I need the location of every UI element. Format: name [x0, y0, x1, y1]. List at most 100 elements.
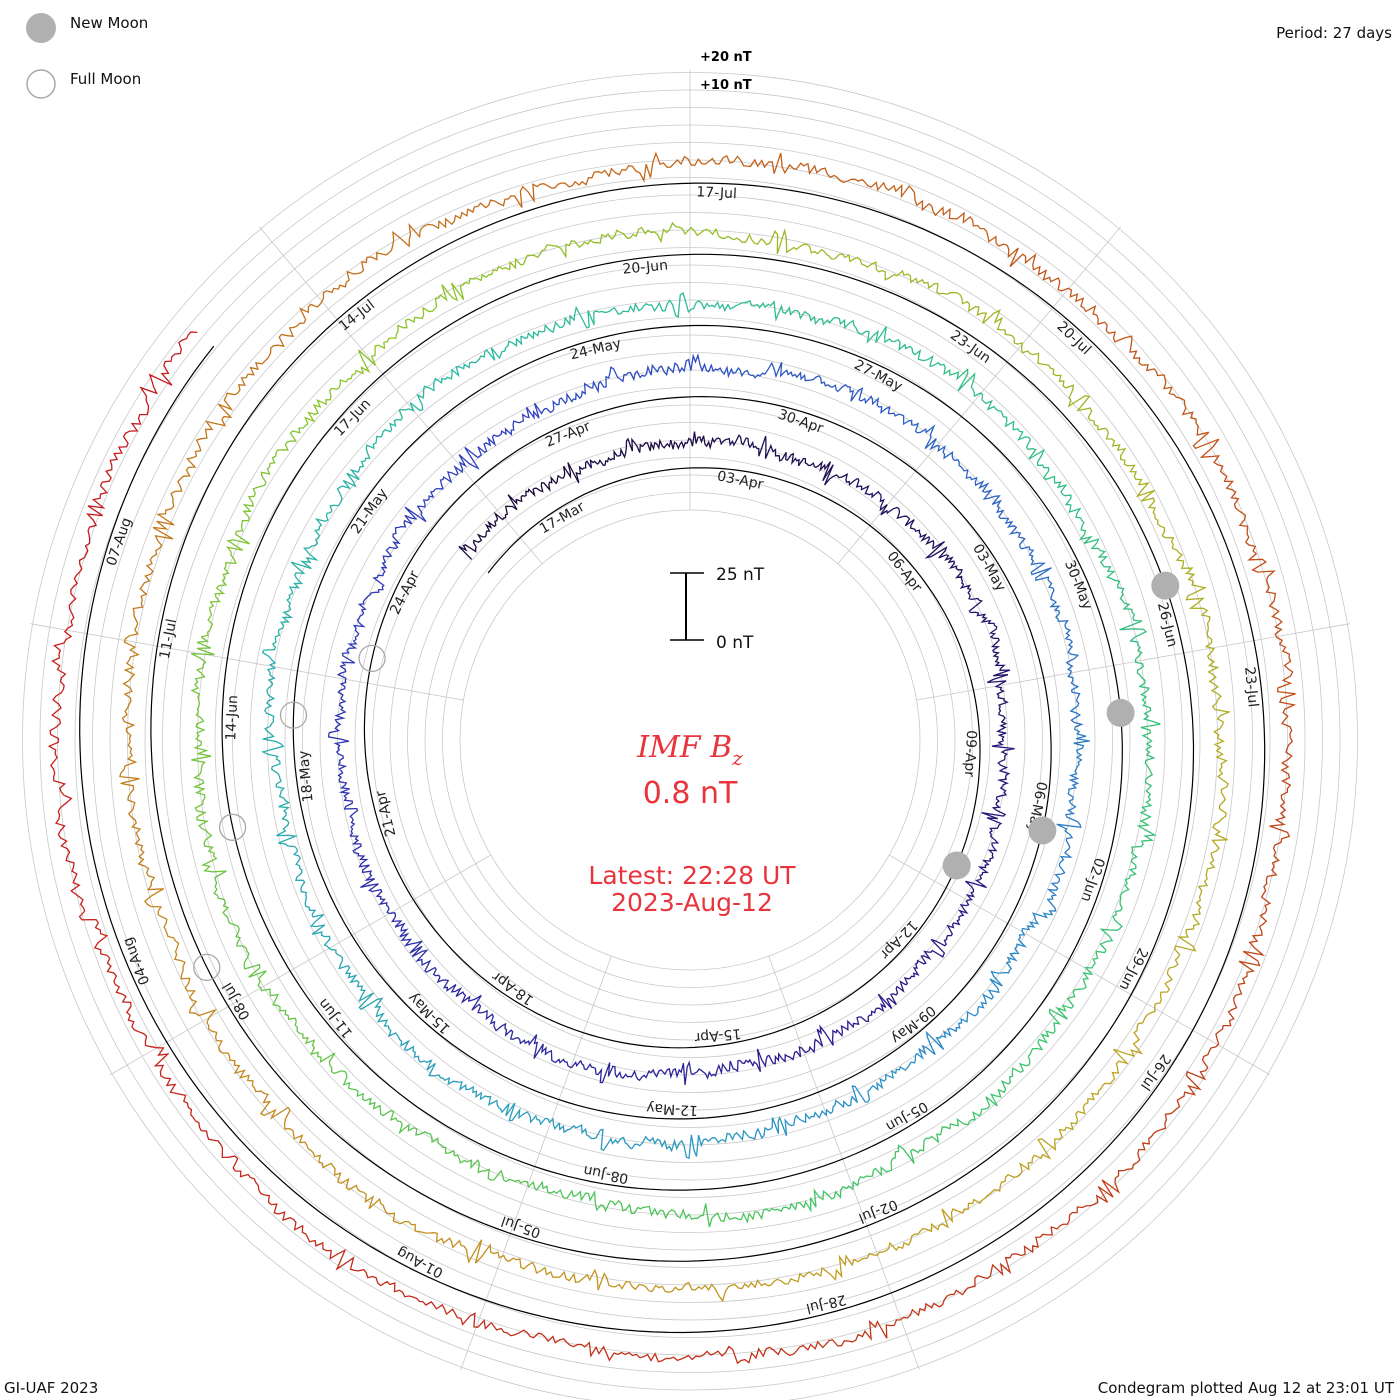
ring-label-plus20: +20 nT — [700, 50, 752, 65]
trace-segment — [387, 1025, 560, 1130]
new-moon-marker — [1151, 571, 1180, 600]
trace-segment — [578, 431, 717, 475]
spoke — [837, 226, 1122, 565]
trace-segment — [359, 335, 523, 468]
trace-segment — [328, 665, 359, 837]
trace-segment — [283, 1124, 514, 1264]
trace-segment — [1006, 245, 1220, 450]
date-label: 15-May — [405, 989, 454, 1036]
trace-segment — [247, 208, 469, 376]
full-moon-icon — [26, 69, 56, 99]
footer-credit: GI-UAF 2023 — [4, 1379, 98, 1397]
trace-segment — [580, 1059, 741, 1085]
date-label: 28-Jul — [805, 1291, 848, 1316]
trace-segment — [436, 976, 582, 1069]
trace-segment — [1028, 546, 1084, 728]
trace-segment — [263, 466, 361, 651]
date-label: 26-Jun — [1154, 601, 1180, 649]
trace-segment — [1078, 517, 1161, 725]
spoke — [109, 854, 492, 1076]
trace-segment — [739, 993, 887, 1072]
trace-segment — [144, 888, 291, 1125]
trace-segment — [467, 151, 742, 214]
new-moon-marker — [1106, 698, 1135, 727]
date-label: 20-Jun — [622, 258, 669, 278]
trace-segment — [535, 1180, 765, 1228]
full-moon-marker — [193, 953, 221, 982]
trace-segment — [733, 227, 971, 305]
trace-segment — [416, 402, 553, 522]
trace-segment — [774, 1173, 1015, 1285]
trace-segment — [918, 912, 1053, 1056]
title-imf-main: IMF B — [636, 730, 732, 765]
trace-segment — [493, 221, 734, 272]
trace-segment — [1014, 970, 1174, 1179]
trace-segment — [785, 1226, 1054, 1357]
bz-trace — [47, 151, 1297, 1365]
date-label: 04-Aug — [120, 935, 153, 987]
trace-segment — [721, 361, 900, 417]
trace-segment — [1135, 482, 1232, 723]
trace-segment — [551, 353, 723, 412]
trace-segment — [201, 423, 309, 638]
trace-segment — [1099, 723, 1161, 942]
current-value: 0.8 nT — [643, 776, 738, 811]
date-label: 17-Jul — [696, 184, 737, 202]
date-label: 03-Apr — [716, 468, 765, 493]
date-label: 24-Apr — [387, 568, 423, 617]
scale-bar-top-label: 25 nT — [716, 565, 765, 585]
date-label: 30-May — [1061, 558, 1095, 612]
new-moon-label: New Moon — [70, 14, 148, 32]
trace-segment — [977, 728, 1015, 881]
spoke — [258, 226, 543, 565]
trace-segment — [340, 1070, 537, 1191]
trace-segment — [458, 462, 580, 560]
trace-segment — [968, 304, 1143, 486]
date-label: 09-May — [888, 1002, 939, 1047]
trace-segment — [1232, 719, 1294, 1003]
date-label: 08-Jun — [582, 1162, 630, 1186]
spoke — [916, 623, 1350, 701]
full-moon-label: Full Moon — [70, 70, 141, 88]
spoke — [888, 854, 1271, 1076]
trace-segment — [350, 835, 441, 978]
trace-segment — [293, 850, 389, 1027]
title-imf-sub: z — [731, 746, 743, 770]
trace-segment — [520, 291, 729, 340]
scale-bar-bottom-label: 0 nT — [716, 633, 754, 653]
date-label: 11-Jul — [157, 618, 180, 661]
trace-segment — [490, 1322, 786, 1365]
trace-segment — [971, 940, 1108, 1121]
trace-segment — [190, 636, 227, 873]
trace-segment — [261, 649, 299, 852]
date-label: 05-Jun — [883, 1098, 930, 1135]
new-moon-icon — [26, 13, 56, 43]
date-label: 09-Apr — [961, 730, 979, 778]
date-label: 23-Jul — [1241, 666, 1261, 708]
new-moon-marker — [942, 851, 971, 880]
trace-segment — [119, 623, 164, 891]
trace-segment — [855, 478, 965, 585]
trace-segment — [340, 506, 427, 667]
new-moon-marker — [1028, 816, 1057, 845]
trace-segment — [1199, 438, 1297, 721]
trace-segment — [132, 373, 249, 624]
ring-label-plus10: +10 nT — [700, 78, 752, 93]
date-label: 14-Jun — [223, 695, 241, 741]
trace-segment — [877, 879, 987, 1010]
trace-segment — [47, 608, 86, 912]
trace-segment — [727, 300, 934, 367]
trace-segment — [716, 434, 859, 486]
latest-time: Latest: 22:28 UT — [588, 861, 796, 890]
footer-plotted: Condegram plotted Aug 12 at 23:01 UT — [1098, 1379, 1395, 1397]
date-label: 12-May — [646, 1100, 699, 1119]
trace-segment — [898, 413, 1030, 550]
trace-segment — [1050, 1002, 1238, 1230]
latest-date: 2023-Aug-12 — [611, 888, 773, 917]
full-moon-marker — [358, 644, 386, 673]
spiral-baseline — [79, 182, 1266, 1334]
date-label: 18-May — [296, 750, 317, 803]
date-label: 15-Apr — [694, 1025, 742, 1045]
spoke — [30, 623, 464, 701]
